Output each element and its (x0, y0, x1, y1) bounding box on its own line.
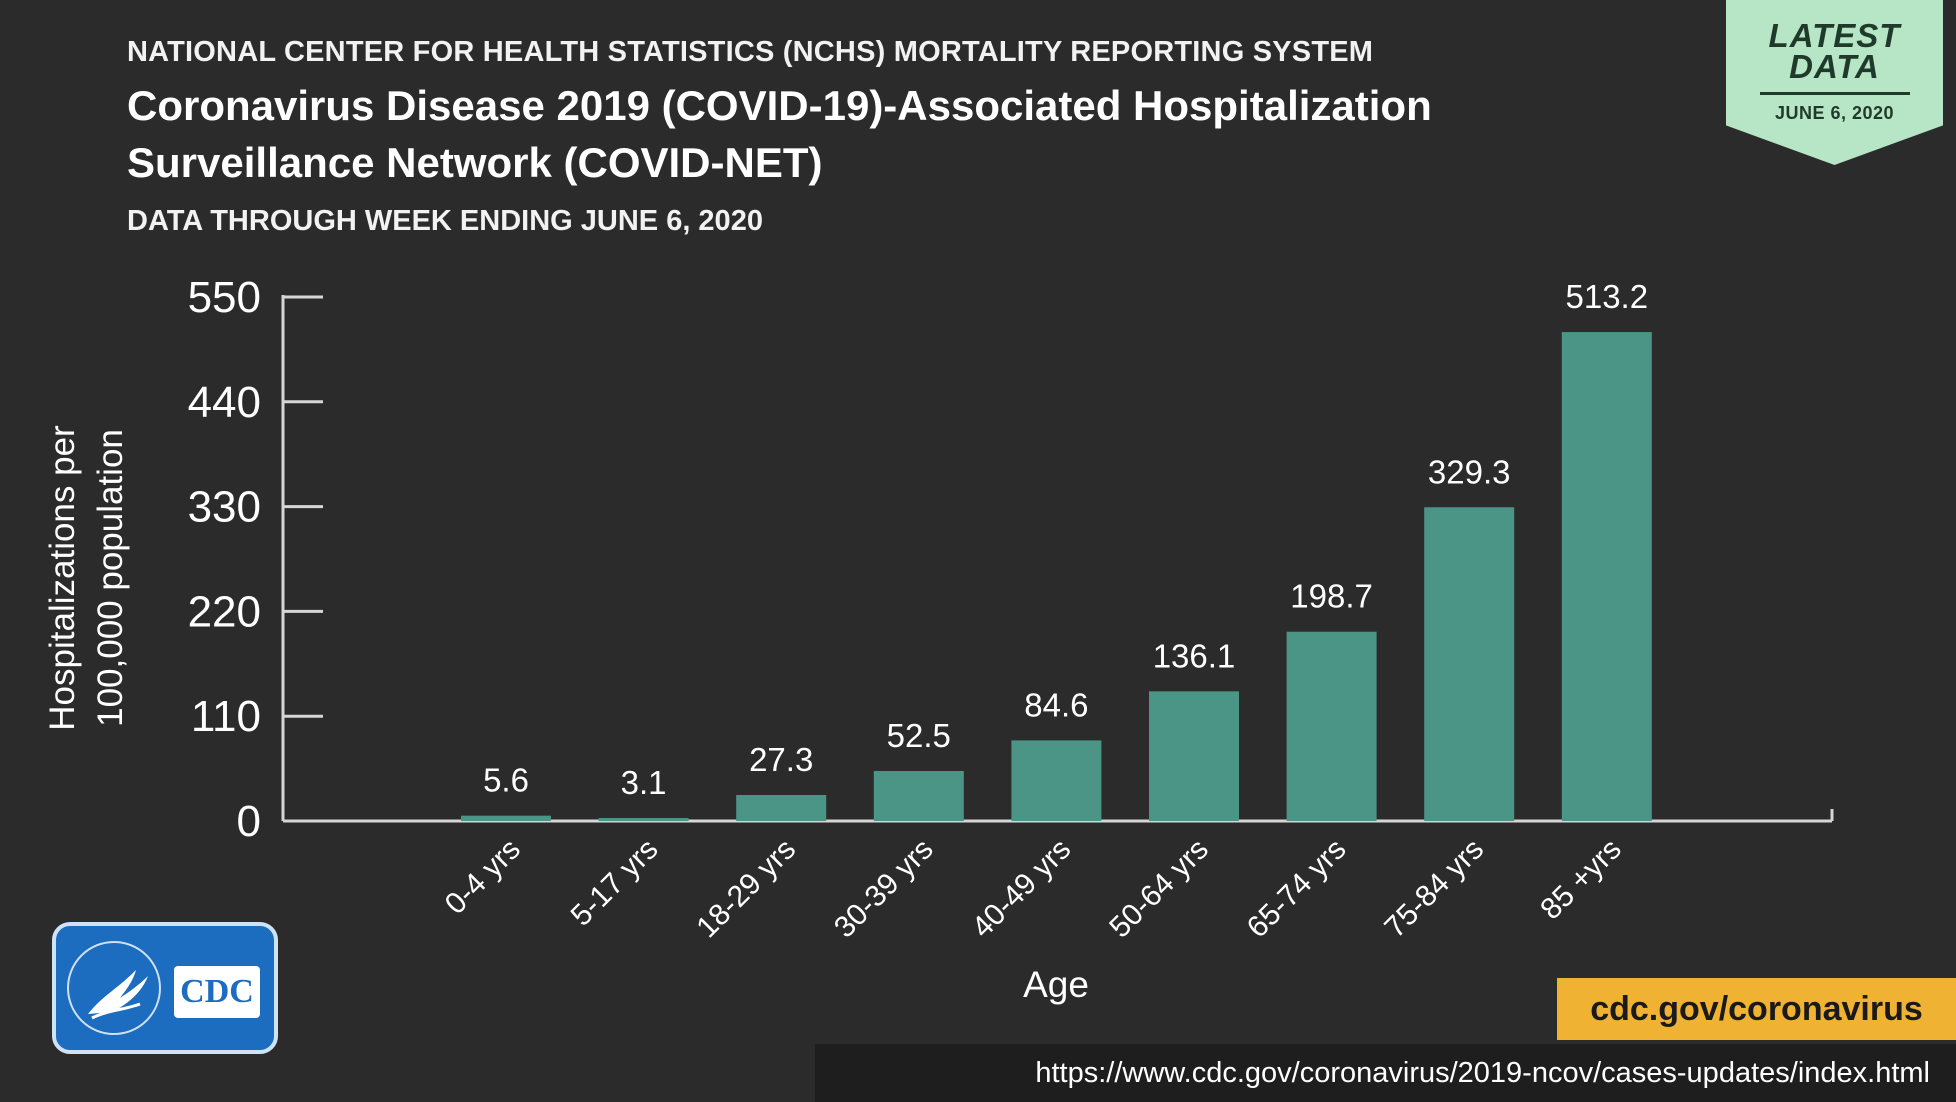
data-label: 136.1 (1153, 637, 1236, 674)
x-tick-label: 40-49 yrs (966, 833, 1078, 945)
chart-title-line-1: Coronavirus Disease 2019 (COVID-19)-Asso… (127, 82, 1432, 129)
data-label: 5.6 (483, 762, 529, 799)
y-tick-label: 440 (188, 378, 261, 427)
bar-0-4-yrs (461, 815, 551, 821)
y-tick-label: 110 (191, 692, 261, 741)
x-tick-label: 0-4 yrs (439, 833, 527, 921)
latest-data-badge: LATEST DATA JUNE 6, 2020 (1726, 0, 1943, 165)
chart-title: Coronavirus Disease 2019 (COVID-19)-Asso… (127, 77, 1627, 191)
x-tick-label: 75-84 yrs (1378, 833, 1490, 945)
badge-title-line-2: DATA (1789, 48, 1880, 85)
bar-50-64-yrs (1149, 691, 1239, 821)
data-label: 52.5 (887, 717, 951, 754)
x-tick-label: 30-39 yrs (828, 833, 940, 945)
y-axis-label-line-2: 100,000 population (91, 429, 130, 727)
data-label: 198.7 (1290, 578, 1373, 615)
y-tick-label: 330 (188, 483, 261, 532)
cdc-logo: CDC (52, 922, 278, 1054)
data-label: 329.3 (1428, 453, 1511, 490)
bar-65-74-yrs (1286, 631, 1377, 821)
y-tick-label: 220 (188, 587, 261, 636)
data-label: 84.6 (1024, 686, 1088, 723)
bar-75-84-yrs (1424, 507, 1515, 821)
cdc-wordmark: CDC (174, 966, 260, 1018)
site-link[interactable]: cdc.gov/coronavirus (1557, 978, 1956, 1040)
x-axis-label: Age (1023, 964, 1089, 1005)
badge-date: JUNE 6, 2020 (1774, 103, 1895, 123)
x-tick-label: 18-29 yrs (690, 833, 802, 945)
bar-30-39-yrs (873, 770, 964, 821)
y-axis-label-line-1: Hospitalizations per (43, 425, 82, 731)
bar-40-49-yrs (1011, 740, 1102, 821)
bar-18-29-yrs (736, 794, 827, 821)
bar-85-yrs (1561, 332, 1652, 821)
y-tick-label: 0 (237, 797, 261, 846)
x-tick-label: 65-74 yrs (1241, 833, 1353, 945)
badge-title: LATEST DATA (1726, 17, 1943, 85)
source-url[interactable]: https://www.cdc.gov/coronavirus/2019-nco… (815, 1044, 1956, 1102)
badge-divider (1759, 92, 1910, 95)
data-label: 513.2 (1566, 278, 1649, 315)
y-tick-label: 550 (188, 273, 261, 322)
data-label: 27.3 (749, 741, 813, 778)
chart-header: NATIONAL CENTER FOR HEALTH STATISTICS (N… (127, 36, 1627, 238)
x-tick-label: 50-64 yrs (1103, 833, 1215, 945)
bar-5-17-yrs (598, 818, 689, 822)
chart-title-line-2: Surveillance Network (COVID-NET) (127, 139, 823, 186)
x-tick-label: 5-17 yrs (565, 833, 665, 933)
chart-subtitle: DATA THROUGH WEEK ENDING JUNE 6, 2020 (127, 205, 763, 237)
badge-title-line-1: LATEST (1768, 17, 1901, 54)
x-tick-label: 85 +yrs (1534, 833, 1627, 926)
hhs-eagle-icon (67, 941, 161, 1035)
data-label: 3.1 (621, 764, 667, 801)
agency-name: NATIONAL CENTER FOR HEALTH STATISTICS (N… (127, 36, 1374, 68)
